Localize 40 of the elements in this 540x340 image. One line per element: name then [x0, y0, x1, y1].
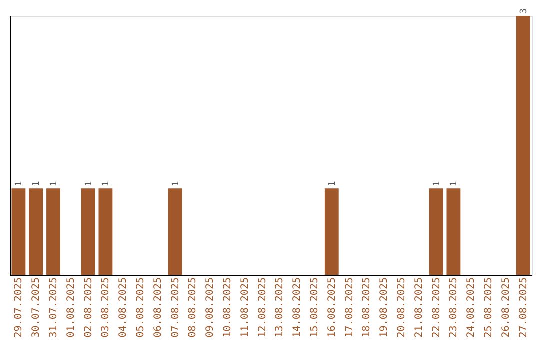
x-tick-label: 24.08.2025 [466, 278, 478, 338]
data-label: 1 [328, 181, 338, 187]
data-label: 1 [32, 181, 42, 187]
data-label: 1 [50, 181, 60, 187]
data-label: 3 [519, 8, 530, 14]
x-tick-label: 25.08.2025 [484, 278, 494, 338]
data-label: 1 [84, 181, 94, 187]
x-tick-label: 27.08.2025 [518, 278, 530, 338]
x-tick-label: 10.08.2025 [222, 278, 234, 338]
data-label: 1 [432, 181, 442, 187]
x-tick-label: 31.07.2025 [48, 278, 60, 338]
x-tick-label: 22.08.2025 [431, 278, 442, 338]
x-tick-label: 17.08.2025 [344, 278, 356, 338]
x-tick-label: 13.08.2025 [274, 278, 286, 338]
x-tick-label: 05.08.2025 [136, 278, 146, 338]
x-tick-label: 11.08.2025 [240, 278, 251, 338]
x-tick-label: 02.08.2025 [83, 278, 94, 338]
x-tick-label: 09.08.2025 [205, 278, 216, 338]
x-tick-label: 12.08.2025 [257, 278, 268, 338]
data-label: 1 [450, 181, 460, 187]
x-tick-label: 01.08.2025 [66, 278, 77, 338]
x-tick-label: 07.08.2025 [170, 278, 182, 338]
x-tick-label: 06.08.2025 [152, 278, 164, 338]
x-tick-label: 03.08.2025 [100, 278, 112, 338]
data-label: 1 [171, 181, 182, 187]
x-tick-label: 15.08.2025 [310, 278, 320, 338]
x-tick-label: 16.08.2025 [326, 278, 338, 338]
x-tick-label: 04.08.2025 [118, 278, 130, 338]
data-label: 1 [14, 181, 25, 187]
x-tick-label: 18.08.2025 [362, 278, 373, 338]
x-tick-label: 30.07.2025 [31, 278, 42, 338]
x-tick-label: 19.08.2025 [379, 278, 390, 338]
x-tick-label: 29.07.2025 [14, 278, 25, 338]
x-tick-label: 14.08.2025 [292, 278, 304, 338]
x-tick-label: 23.08.2025 [448, 278, 460, 338]
x-tick-label: 08.08.2025 [188, 278, 199, 338]
x-tick-label: 21.08.2025 [414, 278, 425, 338]
x-tick-label: 20.08.2025 [396, 278, 408, 338]
x-tick-label: 26.08.2025 [500, 278, 512, 338]
data-label: 1 [102, 181, 112, 187]
